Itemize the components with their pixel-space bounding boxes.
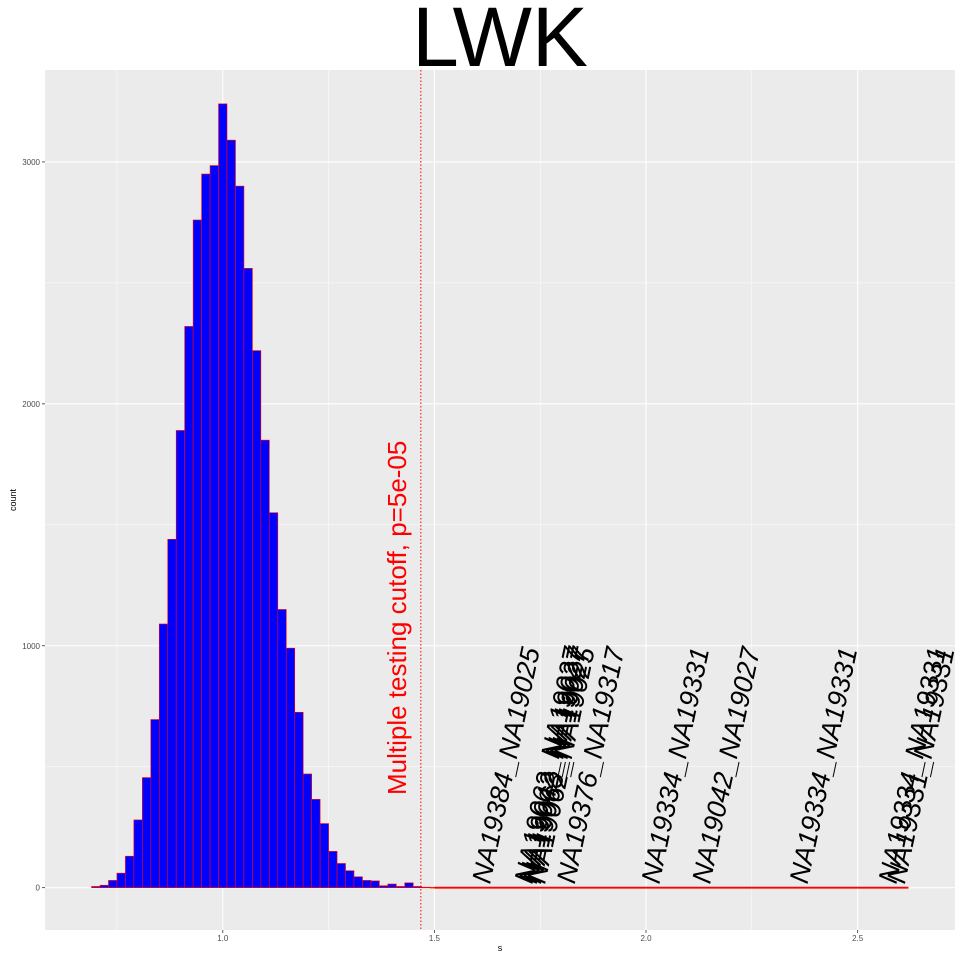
histogram-bars — [91, 103, 439, 889]
cutoff-label: Multiple testing cutoff, p=5e-05 — [382, 441, 412, 795]
y-tick-label: 0 — [36, 884, 41, 893]
histogram-bar — [158, 623, 169, 888]
histogram-bar — [362, 880, 372, 888]
histogram-bar — [311, 799, 321, 888]
histogram-bar — [201, 173, 211, 888]
histogram-bar — [404, 882, 414, 888]
histogram-bar — [252, 350, 262, 888]
y-tick-label: 2000 — [22, 400, 40, 409]
histogram-bar — [370, 880, 380, 888]
histogram-bar — [133, 819, 143, 888]
histogram-bar — [269, 512, 279, 888]
histogram-bar — [396, 886, 406, 888]
histogram-bar — [421, 886, 431, 889]
x-tick-label: 1.0 — [217, 934, 229, 943]
histogram-bar — [353, 876, 363, 888]
histogram-bar — [218, 103, 228, 888]
histogram-bar — [167, 539, 177, 888]
y-axis-ticks: 0 1000 2000 3000 — [22, 158, 45, 893]
histogram-bar — [91, 886, 101, 888]
x-tick-label: 1.5 — [429, 934, 441, 943]
x-tick-label: 2.5 — [852, 934, 864, 943]
histogram-bar — [184, 326, 194, 888]
histogram-bar — [336, 863, 346, 888]
histogram-bar — [192, 219, 202, 888]
histogram-bar — [277, 609, 287, 888]
histogram-bar — [116, 872, 126, 888]
histogram-bar — [243, 268, 253, 888]
histogram-bar — [209, 165, 219, 888]
histogram-bar — [387, 883, 397, 888]
histogram-bar — [175, 430, 185, 888]
histogram-bar — [226, 139, 236, 888]
histogram-bar — [294, 711, 304, 888]
x-axis-ticks: 1.0 1.5 2.0 2.5 — [217, 930, 864, 943]
histogram-bar — [99, 884, 109, 888]
histogram-bar — [235, 185, 245, 888]
histogram-bar — [302, 773, 312, 888]
histogram-bar — [328, 851, 338, 888]
histogram-bar — [260, 439, 270, 888]
histogram-bar — [379, 885, 389, 888]
y-tick-label: 1000 — [22, 642, 40, 651]
x-axis-title: s — [498, 943, 503, 953]
histogram-bar — [285, 647, 296, 888]
histogram-bar — [125, 855, 135, 888]
x-tick-label: 2.0 — [640, 934, 652, 943]
histogram-bar — [150, 719, 160, 888]
histogram-bar — [345, 870, 355, 888]
y-axis-title: count — [8, 488, 18, 511]
histogram-bar — [108, 880, 118, 888]
y-tick-label: 3000 — [22, 158, 40, 167]
histogram-bar — [142, 777, 152, 888]
histogram-bar — [319, 823, 329, 888]
